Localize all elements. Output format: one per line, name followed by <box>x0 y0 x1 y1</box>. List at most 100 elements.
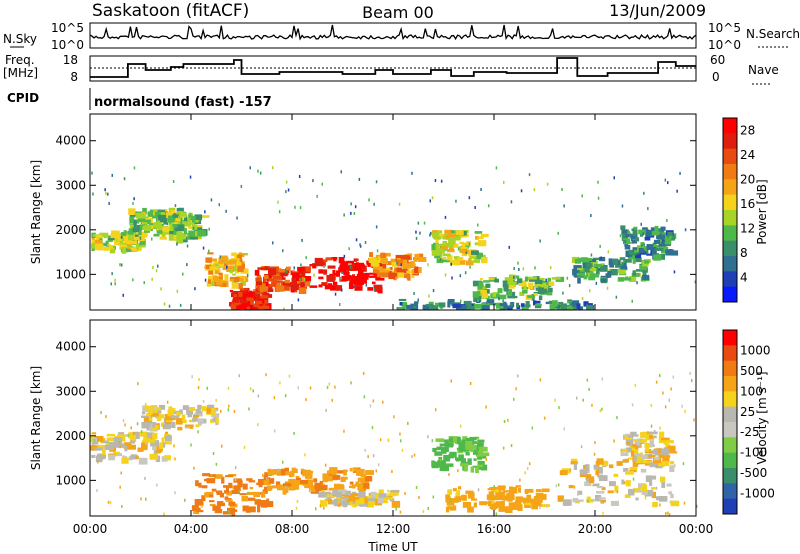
heatmap-cell <box>472 465 479 468</box>
heatmap-cell <box>300 263 302 267</box>
heatmap-cell <box>217 276 223 280</box>
heatmap-cell <box>164 419 171 425</box>
heatmap-cell <box>285 485 287 489</box>
heatmap-cell <box>343 469 347 476</box>
heatmap-cell <box>268 286 273 290</box>
heatmap-cell <box>373 257 382 260</box>
heatmap-cell <box>456 496 462 502</box>
heatmap-cell <box>526 467 529 470</box>
heatmap-cell <box>456 305 465 310</box>
heatmap-cell <box>350 381 352 385</box>
heatmap-cell <box>455 230 464 236</box>
heatmap-cell <box>284 279 291 284</box>
heatmap-cell <box>569 468 572 472</box>
heatmap-cell <box>201 504 203 508</box>
heatmap-cell <box>297 386 299 390</box>
heatmap-cell <box>622 230 627 237</box>
heatmap-cell <box>505 281 511 286</box>
heatmap-cell <box>368 198 370 202</box>
heatmap-cell <box>367 287 373 291</box>
heatmap-cell <box>480 501 482 505</box>
heatmap-cell <box>208 268 214 275</box>
heatmap-cell <box>369 275 378 278</box>
heatmap-cell <box>630 431 637 437</box>
heatmap-cell <box>447 489 452 495</box>
x-tick-label: 16:00 <box>477 522 512 536</box>
heatmap-cell <box>272 166 274 170</box>
time-xlabel: Time UT <box>367 540 418 554</box>
heatmap-cell <box>559 470 568 476</box>
heatmap-cell <box>91 454 96 458</box>
heatmap-cell <box>173 234 179 240</box>
heatmap-cell <box>257 267 266 270</box>
heatmap-cell <box>108 202 110 205</box>
heatmap-cell <box>573 271 578 277</box>
heatmap-cell <box>475 451 484 457</box>
heatmap-cell <box>590 214 592 217</box>
heatmap-cell <box>613 439 615 443</box>
heatmap-cell <box>390 492 399 496</box>
heatmap-cell <box>197 507 201 512</box>
heatmap-cell <box>260 305 270 309</box>
heatmap-cell <box>177 426 183 431</box>
heatmap-cell <box>291 277 296 284</box>
heatmap-cell <box>660 448 670 455</box>
heatmap-cell <box>326 474 330 478</box>
heatmap-cell <box>225 499 233 502</box>
heatmap-cell <box>256 482 264 485</box>
heatmap-cell <box>554 398 556 402</box>
heatmap-cell <box>90 445 98 451</box>
heatmap-cell <box>195 424 200 428</box>
heatmap-cell <box>114 241 120 244</box>
heatmap-cell <box>659 426 661 430</box>
heatmap-cell <box>225 260 233 265</box>
heatmap-cell <box>343 271 350 276</box>
heatmap-cell <box>480 289 487 294</box>
heatmap-cell <box>392 261 396 266</box>
heatmap-cell <box>265 288 274 292</box>
heatmap-cell <box>458 454 464 462</box>
heatmap-cell <box>625 480 631 487</box>
heatmap-cell <box>246 296 254 301</box>
heatmap-cell <box>279 381 281 385</box>
freq-panel: Freq. [MHz] 18 8 60 0 Nave <box>3 53 779 85</box>
heatmap-cell <box>216 474 223 478</box>
heatmap-cell <box>382 265 387 270</box>
heatmap-cell <box>443 454 449 461</box>
heatmap-cell <box>323 506 325 510</box>
heatmap-cell <box>639 252 647 255</box>
heatmap-cell <box>577 267 583 271</box>
heatmap-cell <box>280 272 288 277</box>
heatmap-cell <box>431 250 440 256</box>
heatmap-cell <box>337 502 341 507</box>
heatmap-cell <box>457 257 464 261</box>
heatmap-cell <box>488 277 495 280</box>
heatmap-cell <box>488 498 494 501</box>
heatmap-cell <box>153 449 158 457</box>
heatmap-cell <box>188 226 195 229</box>
heatmap-cell <box>312 179 314 183</box>
heatmap-cell <box>231 282 239 289</box>
heatmap-cell <box>155 269 158 273</box>
heatmap-cell <box>164 435 172 442</box>
heatmap-cell <box>286 266 291 271</box>
colorbar-tick-label: 28 <box>740 123 755 137</box>
heatmap-cell <box>139 244 146 248</box>
heatmap-cell <box>178 216 180 220</box>
heatmap-cell <box>297 298 300 302</box>
heatmap-cell <box>107 500 110 504</box>
heatmap-cell <box>641 459 647 464</box>
heatmap-cell <box>472 291 479 298</box>
heatmap-cell <box>593 464 598 470</box>
heatmap-cell <box>135 456 139 459</box>
heatmap-cell <box>222 283 227 287</box>
heatmap-cell <box>349 485 354 489</box>
heatmap-cell <box>170 210 176 216</box>
heatmap-cell <box>315 485 325 492</box>
heatmap-cell <box>402 263 411 269</box>
heatmap-cell <box>460 246 468 249</box>
heatmap-cell <box>531 277 537 280</box>
heatmap-cell <box>91 171 93 175</box>
heatmap-cell <box>485 458 488 462</box>
heatmap-cell <box>662 454 670 462</box>
